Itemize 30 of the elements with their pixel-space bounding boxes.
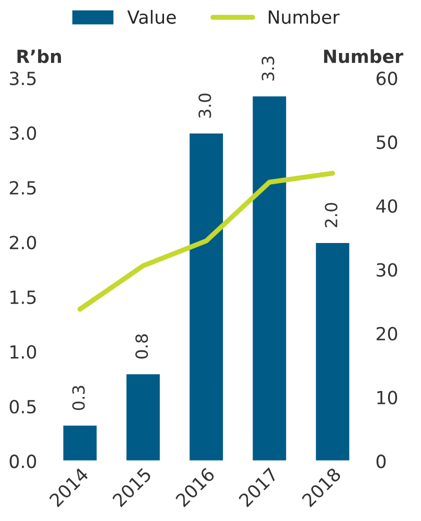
y-tick-label: 1.5 — [10, 290, 36, 304]
bar — [188, 132, 224, 462]
legend-label: Value — [127, 10, 176, 24]
y-tick-label: 0.5 — [10, 400, 36, 414]
y-tick-label: 3.5 — [10, 72, 36, 86]
y-tick-label: 2.0 — [10, 236, 36, 250]
bar — [62, 424, 98, 462]
y2-tick-label: 10 — [377, 390, 398, 404]
data-label: 0.3 — [72, 386, 85, 410]
bar — [251, 94, 288, 462]
line-series — [78, 170, 336, 312]
y-tick-label: 0.0 — [10, 454, 36, 468]
y2-tick-label: 20 — [376, 326, 398, 341]
bar — [314, 242, 351, 462]
y-tick-label: 2.5 — [10, 181, 36, 195]
y-tick-label: 1.0 — [10, 345, 36, 359]
data-label: 3.3 — [262, 56, 274, 80]
bar — [125, 372, 162, 462]
legend-label: Number — [268, 10, 340, 24]
y-tick-label: 3.0 — [10, 126, 36, 140]
y2-tick-label: 50 — [376, 135, 398, 150]
data-label: 3.0 — [198, 94, 212, 118]
data-label: 0.8 — [135, 334, 148, 359]
y-axis-title: R’bn — [17, 49, 61, 64]
y2-tick-label: 0 — [376, 454, 386, 468]
y2-tick-label: 40 — [376, 199, 398, 213]
y2-tick-label: 30 — [376, 263, 398, 277]
y2-tick-label: 60 — [376, 72, 398, 86]
data-label: 2.0 — [324, 202, 338, 228]
y2-axis-title: Number — [324, 49, 404, 64]
